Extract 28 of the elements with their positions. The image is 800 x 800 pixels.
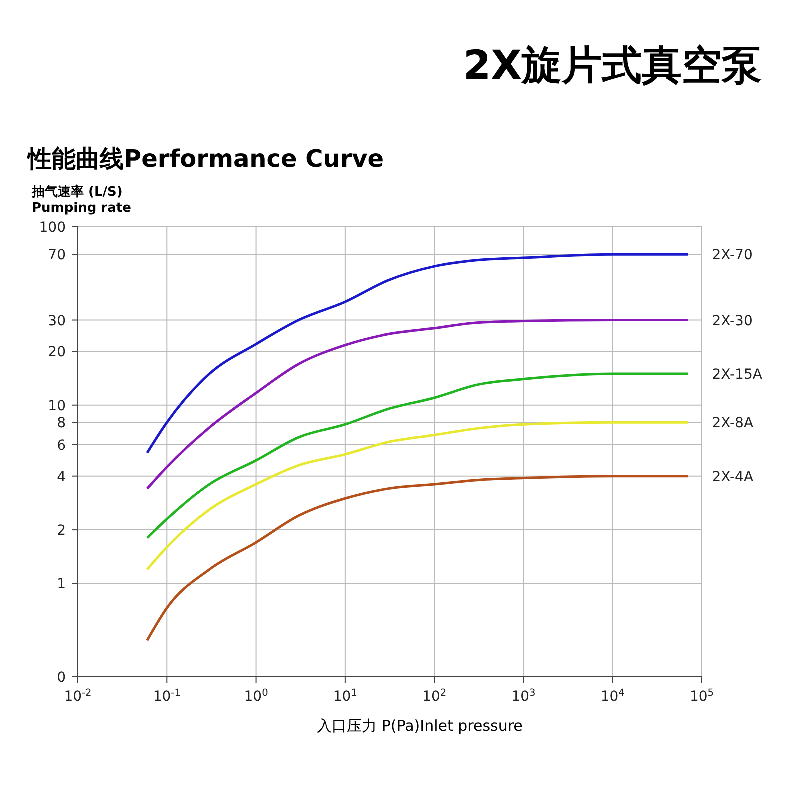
series-label: 2X-8A [712, 416, 754, 432]
y-tick-label: 20 [48, 344, 66, 361]
y-tick-label: 100 [39, 220, 66, 236]
series-label: 2X-70 [712, 248, 753, 264]
y-tick-label: 4 [57, 469, 66, 486]
y-tick-label: 2 [57, 523, 66, 540]
x-tick-label: 10$^{3}$ [512, 688, 536, 705]
x-tick-label: 10$^{2}$ [422, 688, 447, 705]
y-tick-label: 0 [57, 670, 66, 686]
y-tick-label: 6 [57, 438, 66, 454]
x-tick-label: 10$^{5}$ [690, 688, 714, 705]
y-tick-label: 8 [57, 416, 66, 432]
y-tick-label: 30 [48, 313, 66, 330]
series-label: 2X-30 [712, 313, 753, 330]
x-tick-label: 10$^{-2}$ [64, 688, 92, 705]
x-tick-label: 10$^{4}$ [600, 688, 625, 705]
y-tick-label: 10 [48, 398, 66, 414]
y-axis-title: 抽气速率 (L/S) Pumping rate [32, 185, 132, 217]
series-label: 2X-15A [712, 366, 763, 383]
chart-subtitle: 性能曲线Performance Curve [28, 144, 384, 175]
x-tick-label: 10$^{1}$ [333, 688, 358, 705]
y-tick-label: 1 [57, 576, 66, 593]
x-tick-label: 10$^{-1}$ [153, 688, 181, 705]
series-label: 2X-4A [712, 469, 754, 486]
chart-title: 2X旋片式真空泵 [462, 42, 763, 91]
x-tick-label: 10$^{0}$ [244, 688, 268, 705]
y-tick-label: 70 [48, 248, 66, 264]
x-axis-title: 入口压力 P(Pa)Inlet pressure [316, 717, 524, 736]
